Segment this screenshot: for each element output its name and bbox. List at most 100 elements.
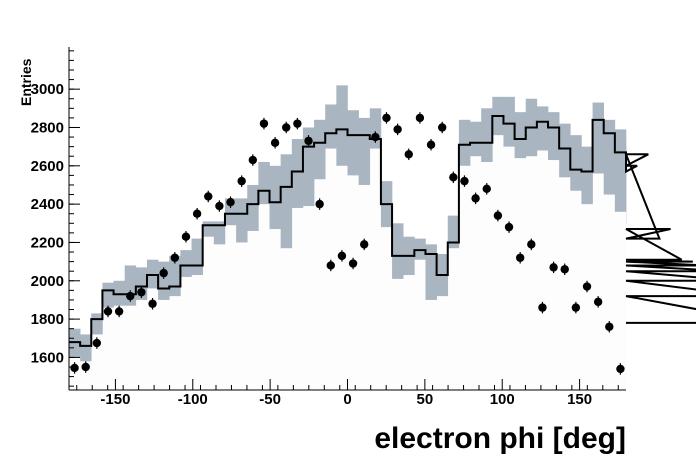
histogram-step-line: [69, 114, 696, 347]
y-tick-label: 1600: [31, 349, 64, 366]
uncertainty-band-bin: [224, 198, 237, 226]
uncertainty-band-bin: [470, 121, 482, 157]
histogram-fill-bin: [258, 190, 270, 390]
data-point: [382, 113, 391, 123]
data-point: [471, 194, 480, 203]
data-point: [326, 261, 335, 270]
histogram-fill-bin: [603, 133, 616, 390]
histogram-fill-bin: [169, 286, 181, 390]
uncertainty-band-bin: [392, 223, 404, 279]
histogram-fill-bin: [113, 294, 125, 390]
data-point: [571, 303, 581, 312]
uncertainty-band-bin: [570, 135, 582, 191]
uncertainty-band-bin: [614, 129, 627, 212]
data-point: [137, 288, 146, 297]
histogram-fill-bin: [458, 144, 471, 390]
uncertainty-band-bin: [536, 106, 549, 151]
uncertainty-band-bin: [124, 265, 137, 306]
uncertainty-band-bin: [592, 102, 605, 174]
data-point: [538, 303, 547, 312]
data-point: [159, 268, 168, 278]
uncertainty-band-bin: [280, 154, 293, 249]
data-point: [126, 291, 135, 301]
uncertainty-band-bin: [180, 250, 192, 277]
histogram-fill-bin: [614, 152, 627, 390]
histogram-fill-bin: [380, 204, 393, 390]
data-point: [605, 322, 614, 331]
uncertainty-band-bin: [548, 112, 560, 161]
uncertainty-band-bin: [458, 119, 471, 166]
uncertainty-band-bin: [135, 267, 148, 300]
histogram-line-layer: [69, 114, 696, 347]
data-point: [148, 299, 157, 308]
y-tick-label: 2400: [31, 196, 64, 213]
data-point: [593, 297, 603, 307]
data-point: [270, 138, 280, 148]
uncertainty-band-bin: [603, 119, 616, 195]
uncertainty-band-bin: [236, 198, 248, 243]
histogram-fill-bin: [124, 294, 137, 390]
uncertainty-band-bin: [291, 138, 304, 208]
data-point: [582, 282, 592, 291]
y-tick-label: 2600: [31, 158, 64, 175]
data-point: [181, 232, 191, 241]
uncertainty-band-bin: [336, 85, 348, 166]
uncertainty-band-bin: [202, 221, 215, 237]
uncertainty-band-bin: [269, 165, 281, 230]
data-point: [426, 140, 436, 149]
data-point: [114, 307, 124, 316]
y-axis-title: Entries: [18, 58, 34, 106]
uncertainty-band-bin: [102, 282, 114, 308]
uncertainty-band-bin: [447, 215, 460, 249]
data-point: [415, 113, 425, 123]
histogram-fill-bin: [158, 288, 170, 390]
uncertainty-band-bin: [347, 110, 359, 176]
uncertainty-band-bin: [325, 104, 337, 149]
data-point: [315, 199, 324, 209]
data-point: [237, 176, 246, 186]
data-point: [360, 240, 369, 249]
uncertainty-band-bin: [503, 96, 515, 147]
data-point: [527, 240, 536, 249]
histogram-fill-bin: [236, 213, 248, 390]
data-point: [215, 201, 224, 211]
x-axis-title: electron phi [deg]: [374, 422, 626, 455]
data-point: [560, 265, 569, 274]
data-point: [348, 259, 358, 268]
data-point: [616, 364, 625, 374]
histogram-fill-bin: [436, 275, 449, 390]
data-point: [103, 307, 113, 316]
uncertainty-band-bin: [80, 334, 92, 362]
y-tick-label: 2800: [31, 119, 64, 136]
data-point: [371, 132, 380, 142]
data-point: [226, 198, 235, 207]
histogram-fill-bin: [592, 119, 605, 390]
x-tick-label: 150: [567, 391, 592, 408]
data-point: [549, 263, 558, 272]
data-point: [504, 222, 514, 232]
data-points-layer: [70, 112, 625, 375]
data-point: [393, 125, 402, 134]
y-tick-label: 2200: [31, 234, 64, 251]
y-tick-label: 2000: [31, 273, 64, 290]
data-point: [404, 150, 413, 159]
uncertainty-band-bin: [559, 123, 571, 178]
histogram-fill-bin: [425, 253, 437, 390]
histogram-fill-bin: [202, 225, 215, 390]
uncertainty-band-bin: [191, 238, 203, 276]
data-point: [515, 253, 525, 262]
data-point: [493, 211, 503, 220]
data-point: [259, 119, 269, 128]
uncertainty-band-bin: [358, 117, 371, 185]
histogram-fill-bin: [180, 265, 192, 390]
histogram-fill-bin: [291, 171, 304, 390]
data-point: [449, 173, 458, 182]
histogram-fill-bin: [392, 255, 404, 390]
data-point: [304, 136, 313, 146]
uncertainty-band-bin: [581, 146, 593, 205]
uncertainty-band-bin: [425, 244, 437, 300]
uncertainty-band-bin: [91, 313, 103, 335]
histogram-fill-bin: [247, 204, 259, 390]
histogram-fill-bin: [102, 290, 114, 390]
